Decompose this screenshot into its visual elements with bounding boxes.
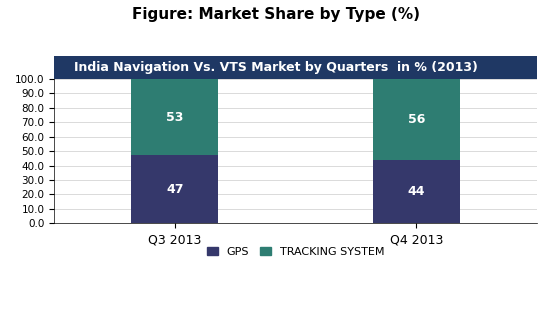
Text: Figure: Market Share by Type (%): Figure: Market Share by Type (%) <box>132 7 420 22</box>
Bar <box>373 160 460 223</box>
Bar <box>131 79 219 156</box>
Text: 53: 53 <box>166 111 184 124</box>
Bar <box>373 79 460 160</box>
Legend: GPS, TRACKING SYSTEM: GPS, TRACKING SYSTEM <box>202 242 389 261</box>
Bar <box>131 156 219 223</box>
Text: 56: 56 <box>407 113 425 126</box>
Text: 47: 47 <box>166 183 184 196</box>
Text: India Navigation Vs. VTS Market by Quarters  in % (2013): India Navigation Vs. VTS Market by Quart… <box>74 61 478 74</box>
Text: 44: 44 <box>407 185 425 198</box>
